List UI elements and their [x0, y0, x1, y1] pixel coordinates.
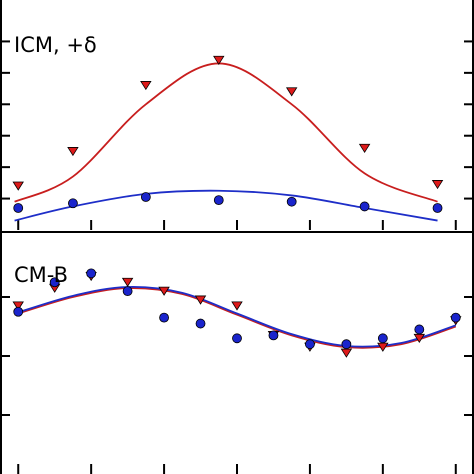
panel-cm-b-ticks [0, 296, 474, 474]
red-triangle-marker [431, 180, 444, 190]
panel-label-cm-b: CM-B [14, 263, 68, 287]
panel-icm-ticks [0, 40, 474, 230]
blue-circle-marker [268, 330, 279, 341]
red-triangle-marker [358, 143, 371, 154]
blue-circle-marker [86, 268, 97, 279]
blue-circle-marker [432, 203, 443, 213]
blue-circle-marker [377, 333, 388, 344]
blue-circle-marker [359, 201, 370, 212]
red-triangle-marker [158, 286, 170, 296]
panel-icm-markers [12, 55, 444, 213]
blue-fit-curve [14, 189, 438, 222]
blue-circle-marker [341, 339, 352, 350]
panel-icm: ICM, +δ [0, 0, 474, 233]
blue-circle-marker [13, 306, 24, 317]
blue-circle-marker [286, 196, 297, 207]
blue-circle-marker [232, 333, 242, 344]
red-triangle-marker [213, 55, 225, 66]
blue-circle-marker [213, 195, 224, 206]
panel-cm-b: CM-B [0, 231, 474, 474]
red-triangle-marker [12, 181, 24, 191]
blue-circle-marker [195, 318, 206, 329]
blue-circle-marker [305, 339, 315, 350]
blue-circle-marker [414, 324, 425, 335]
blue-circle-marker [13, 203, 24, 213]
panel-icm-fit-curves [14, 62, 438, 222]
panel-label-icm: ICM, +δ [14, 33, 97, 57]
red-triangle-marker [285, 87, 298, 97]
blue-circle-marker [159, 312, 169, 323]
panel-cm-b-frame [0, 231, 474, 474]
red-triangle-marker [194, 295, 207, 305]
red-triangle-marker [121, 277, 134, 288]
red-triangle-marker [67, 147, 79, 157]
blue-circle-marker [49, 277, 60, 288]
red-triangle-marker [12, 301, 24, 311]
blue-circle-marker [140, 192, 151, 202]
red-triangle-marker [231, 301, 243, 311]
blue-circle-marker [122, 286, 133, 297]
blue-circle-marker [450, 312, 461, 323]
red-triangle-marker [340, 348, 353, 358]
blue-circle-marker [68, 198, 78, 209]
red-triangle-marker [140, 81, 152, 91]
panel-cm-b-markers [12, 268, 462, 358]
red-fit-curve [14, 62, 438, 203]
